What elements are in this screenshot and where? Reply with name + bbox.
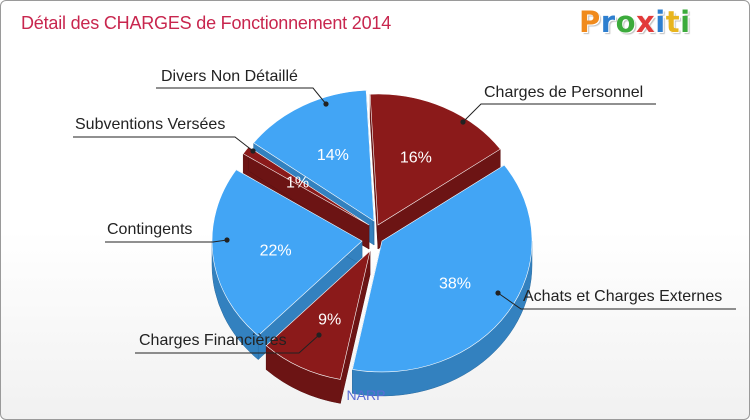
logo-letter: t	[665, 5, 681, 39]
slice-label-achats-et-charges-externes: Achats et Charges Externes	[523, 288, 722, 305]
slice-label-divers-non-detaille: Divers Non Détaillé	[161, 68, 298, 85]
leader-lines-layer	[73, 87, 736, 354]
slice-labels-layer: Charges de Personnel Achats et Charges Ex…	[75, 68, 722, 349]
logo-letter: P	[579, 5, 601, 39]
leader-line-contingents	[105, 239, 228, 243]
pie-slice-charges-de-personnel	[369, 93, 501, 226]
logo-letter: i	[680, 5, 691, 39]
leader-line-charges-financieres	[135, 334, 320, 354]
leader-line-achats-et-charges-externes	[497, 292, 736, 310]
pct-label-achats-et-charges-externes: 38%	[439, 275, 471, 292]
pct-label-divers-non-detaille: 14%	[317, 147, 349, 164]
pie-slices-layer	[211, 89, 533, 380]
chart-title: Détail des CHARGES de Fonctionnement 201…	[21, 13, 392, 33]
pie-slice-divers-non-detaille	[253, 89, 375, 222]
slice-label-subventions-versees: Subventions Versées	[75, 116, 225, 133]
leader-line-subventions-versees	[73, 136, 254, 152]
leader-line-divers-non-detaille	[156, 87, 327, 105]
slice-label-contingents: Contingents	[107, 221, 192, 238]
logo-letter: x	[636, 5, 656, 39]
leader-dot-charges-de-personnel	[460, 119, 466, 125]
pie-slice-contingents	[211, 169, 363, 336]
slice-label-charges-de-personnel: Charges de Personnel	[484, 84, 643, 101]
pct-label-contingents: 22%	[260, 243, 292, 260]
pct-label-charges-financieres: 9%	[318, 311, 341, 328]
pie-slice-charges-financieres	[265, 250, 371, 380]
chart-caption: NARP	[347, 387, 386, 403]
leader-line-charges-de-personnel	[462, 103, 656, 123]
logo-letter: o	[615, 5, 637, 39]
pie-slice-achats-et-charges-externes	[352, 164, 533, 373]
leader-dot-subventions-versees	[250, 148, 256, 154]
leader-dot-contingents	[224, 237, 230, 243]
leader-dot-divers-non-detaille	[323, 101, 329, 107]
leader-dot-charges-financieres	[316, 332, 322, 338]
pct-label-subventions-versees: 1%	[286, 175, 309, 192]
proxiti-logo: Proxiti	[579, 5, 691, 39]
slice-label-charges-financieres: Charges Financières	[139, 332, 287, 349]
logo-letter: i	[655, 5, 666, 39]
pct-label-charges-de-personnel: 16%	[400, 150, 432, 167]
leader-dot-achats-et-charges-externes	[495, 290, 501, 296]
pie-slice-subventions-versees	[242, 146, 370, 226]
logo-letter: r	[600, 5, 616, 39]
percent-labels-layer: 16% 38% 9% 22% 1% 14%	[260, 147, 471, 328]
